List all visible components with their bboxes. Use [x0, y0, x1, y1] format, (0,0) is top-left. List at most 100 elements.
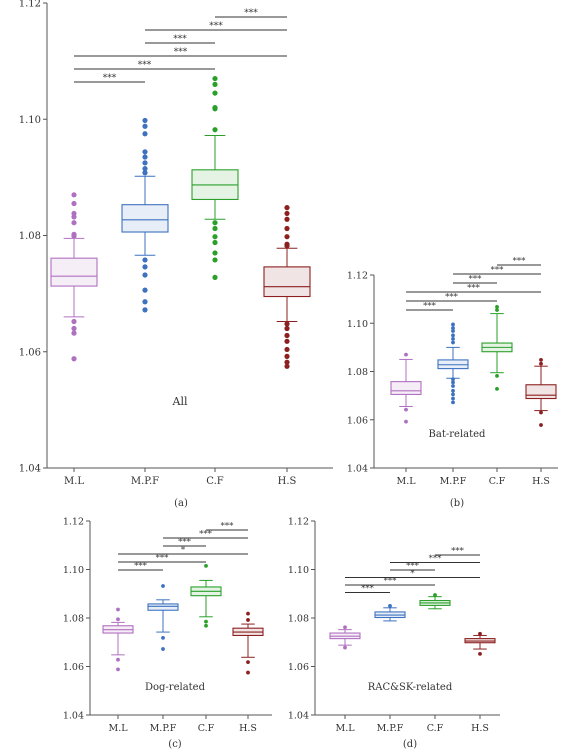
y-tick-label: 1.06 — [63, 662, 84, 673]
outlier-point — [142, 299, 148, 305]
outlier-point — [451, 377, 455, 382]
outlier-point — [495, 373, 499, 378]
outlier-point — [539, 410, 543, 415]
panel-group-label: RAC&SK-related — [368, 682, 453, 693]
significance-label: * — [181, 546, 186, 556]
outlier-point — [142, 264, 148, 270]
outlier-point — [212, 220, 218, 226]
box-hs — [464, 631, 496, 656]
outlier-point — [495, 308, 499, 312]
significance-label: *** — [451, 547, 465, 557]
outlier-point — [284, 325, 290, 332]
significance-label: *** — [138, 61, 152, 71]
y-tick-label: 1.10 — [19, 115, 41, 126]
outlier-point — [212, 234, 218, 240]
outlier-point — [142, 287, 148, 293]
significance-label: *** — [199, 530, 213, 540]
outlier-point — [161, 647, 165, 651]
outlier-point — [71, 356, 77, 362]
x-tick-label: M.P.F — [150, 723, 177, 734]
x-tick-label: M.P.F — [377, 723, 404, 734]
outlier-point — [284, 332, 290, 339]
outlier-point — [284, 321, 290, 327]
iqr-box — [121, 204, 169, 233]
significance-label: *** — [173, 35, 187, 45]
x-tick-label: M.L — [64, 476, 84, 487]
outlier-point — [246, 660, 250, 665]
panel-caption: (b) — [450, 498, 464, 509]
outlier-point — [284, 353, 290, 359]
iqr-box — [147, 603, 179, 611]
outlier-point — [451, 322, 455, 327]
significance-label: * — [410, 569, 415, 579]
panel-b: 1.041.061.081.101.12M.L M.P.F C.F H.S******… — [347, 257, 558, 509]
significance-label: *** — [384, 577, 398, 587]
outlier-point — [451, 384, 455, 388]
outlier-point — [116, 667, 120, 672]
panel-group-label: Dog-related — [145, 682, 206, 693]
outlier-point — [142, 131, 148, 137]
outlier-point — [204, 623, 208, 628]
y-tick-label: 1.04 — [347, 464, 368, 475]
x-tick-label: M.P.F — [440, 476, 467, 487]
box-cf — [191, 75, 239, 280]
outlier-point — [142, 170, 148, 176]
x-tick-label: M.L — [396, 476, 416, 487]
panel-d: 1.041.061.081.101.12M.L M.P.F C.F H.S******… — [288, 517, 500, 750]
panel-group-label: All — [172, 395, 188, 408]
x-tick-label: M.P.F — [131, 476, 159, 487]
x-tick-label: H.S — [471, 723, 489, 734]
outlier-point — [478, 651, 482, 656]
outlier-point — [246, 670, 250, 675]
significance-label: *** — [134, 562, 148, 572]
iqr-box — [525, 384, 557, 400]
outlier-point — [142, 257, 148, 263]
outlier-point — [343, 625, 347, 630]
outlier-point — [212, 81, 218, 87]
significance-label: *** — [244, 9, 258, 19]
y-tick-label: 1.04 — [288, 711, 309, 722]
outlier-point — [246, 618, 250, 622]
box-hs — [525, 358, 557, 427]
significance-label: *** — [361, 584, 375, 594]
y-tick-label: 1.04 — [63, 711, 84, 722]
box-cf — [419, 593, 451, 610]
box-ml — [390, 352, 422, 424]
box-mpf — [147, 584, 179, 651]
significance-label: *** — [406, 562, 420, 572]
outlier-point — [433, 593, 437, 597]
outlier-point — [212, 106, 218, 112]
y-tick-label: 1.12 — [63, 517, 84, 528]
outlier-point — [116, 617, 120, 622]
significance-label: *** — [103, 74, 117, 84]
outlier-point — [343, 645, 347, 650]
y-tick-label: 1.08 — [347, 367, 368, 378]
box-mpf — [437, 322, 469, 405]
outlier-point — [539, 358, 543, 362]
outlier-point — [451, 380, 455, 385]
outlier-point — [495, 304, 499, 309]
panel-group-label: Bat-related — [429, 429, 487, 440]
outlier-point — [71, 325, 77, 332]
iqr-box — [263, 266, 311, 298]
outlier-point — [284, 225, 290, 232]
x-tick-label: M.L — [335, 723, 355, 734]
box-mpf — [121, 117, 169, 313]
outlier-point — [478, 631, 482, 636]
outlier-point — [451, 400, 455, 405]
outlier-point — [212, 127, 218, 133]
outlier-point — [284, 363, 290, 369]
outlier-point — [284, 210, 290, 217]
x-tick-label: C.F — [198, 723, 215, 734]
panel-caption: (c) — [168, 739, 182, 750]
outlier-point — [451, 329, 455, 333]
outlier-point — [212, 225, 218, 232]
outlier-point — [451, 392, 455, 397]
y-tick-label: 1.06 — [347, 415, 368, 426]
significance-label: *** — [156, 554, 170, 564]
x-tick-label: C.F — [206, 476, 223, 487]
outlier-point — [404, 407, 408, 412]
significance-label: *** — [491, 266, 505, 276]
y-tick-label: 1.12 — [288, 517, 309, 528]
outlier-point — [451, 337, 455, 341]
